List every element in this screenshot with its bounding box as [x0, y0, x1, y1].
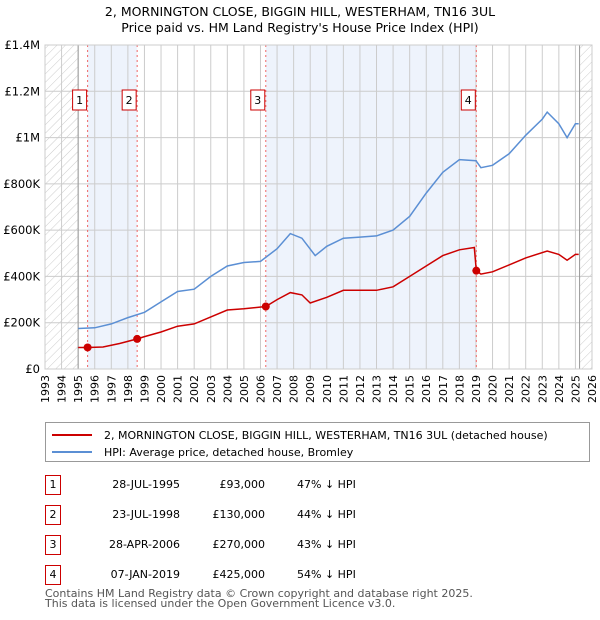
- y-tick-label: £0: [25, 362, 40, 376]
- plot-frame: [44, 44, 593, 370]
- sale-row: 4 07-JAN-2019 £425,000 54% ↓ HPI: [45, 565, 445, 585]
- sale-hpi-diff: 43% ↓ HPI: [297, 538, 356, 551]
- x-tick-label: 1993: [39, 375, 52, 403]
- footer-licence: This data is licensed under the Open Gov…: [45, 597, 396, 610]
- x-tick-label: 1994: [56, 375, 69, 403]
- hpi-series-line: [78, 110, 579, 330]
- sale-label: 4: [465, 94, 472, 107]
- legend-property: 2, MORNINGTON CLOSE, BIGGIN HILL, WESTER…: [104, 428, 548, 442]
- sale-number-badge: 1: [45, 475, 61, 495]
- x-tick-label: 2026: [586, 375, 599, 403]
- sale-date: 23-JUL-1998: [112, 508, 180, 521]
- x-tick-label: 1998: [122, 375, 135, 403]
- x-tick-label: 2014: [387, 375, 400, 403]
- x-tick-label: 2008: [288, 375, 301, 403]
- x-tick-label: 2012: [354, 375, 367, 403]
- x-tick-label: 1999: [138, 375, 151, 403]
- sale-hpi-diff: 44% ↓ HPI: [297, 508, 356, 521]
- price-chart: 1993 1994 1995 1996 1997 1998 1999 2000 2001 2002…: [3, 38, 599, 403]
- x-tick-label: 2005: [238, 375, 251, 403]
- x-tick-label: 2015: [404, 375, 417, 403]
- sale-price: £270,000: [212, 538, 266, 551]
- sale-row: 2 23-JUL-1998 £130,000 44% ↓ HPI: [45, 505, 445, 525]
- sale-date: 07-JAN-2019: [110, 568, 180, 581]
- y-tick-label: £1M: [15, 131, 40, 145]
- y-tick-label: £600K: [3, 223, 40, 237]
- x-tick-label: 2002: [188, 375, 201, 403]
- x-tick-label: 2010: [321, 375, 334, 403]
- sale-label-box: [72, 89, 88, 111]
- sale-label: 1: [76, 94, 83, 107]
- x-tick-label: 2006: [254, 375, 267, 403]
- x-tick-label: 2016: [420, 375, 433, 403]
- sale-label-box: [460, 89, 476, 111]
- x-tick-label: 2003: [205, 375, 218, 403]
- x-tick-label: 2025: [569, 375, 582, 403]
- y-tick-label: £1.4M: [4, 38, 40, 52]
- x-tick-label: 2000: [155, 375, 168, 403]
- sale-label-box: [250, 89, 266, 111]
- sale-date: 28-JUL-1995: [112, 478, 180, 491]
- sale-label: 3: [254, 94, 261, 107]
- sale-date: 28-APR-2006: [108, 538, 180, 551]
- x-tick-label: 2004: [221, 375, 234, 403]
- x-tick-label: 1996: [89, 375, 102, 403]
- x-tick-label: 2017: [437, 375, 450, 403]
- legend: 2, MORNINGTON CLOSE, BIGGIN HILL, WESTER…: [45, 422, 590, 462]
- sale-price: £93,000: [219, 478, 266, 491]
- x-tick-label: 2020: [487, 375, 500, 403]
- y-tick-label: £200K: [3, 316, 40, 330]
- sale-point: [83, 343, 92, 352]
- hpi-line-swatch: [52, 451, 92, 453]
- x-tick-label: 1995: [72, 375, 85, 403]
- x-tick-label: 1997: [105, 375, 118, 403]
- sale-label-box: [121, 89, 137, 111]
- sale-label: 2: [126, 94, 133, 107]
- no-data-hatch: [579, 45, 592, 369]
- sale-point: [472, 266, 481, 275]
- sale-hpi-diff: 47% ↓ HPI: [297, 478, 356, 491]
- ownership-band: [265, 45, 477, 369]
- x-tick-label: 2018: [453, 375, 466, 403]
- legend-hpi: HPI: Average price, detached house, Brom…: [104, 445, 354, 459]
- sale-row: 3 28-APR-2006 £270,000 43% ↓ HPI: [45, 535, 445, 555]
- sale-hpi-diff: 54% ↓ HPI: [297, 568, 356, 581]
- x-tick-label: 2013: [371, 375, 384, 403]
- sale-number-badge: 4: [45, 565, 61, 585]
- x-tick-label: 2001: [172, 375, 185, 403]
- footer-copyright: Contains HM Land Registry data © Crown c…: [45, 587, 473, 600]
- chart-title: 2, MORNINGTON CLOSE, BIGGIN HILL, WESTER…: [104, 4, 496, 19]
- property-line-swatch: [52, 434, 92, 436]
- x-tick-label: 2022: [520, 375, 533, 403]
- sale-row: 1 28-JUL-1995 £93,000 47% ↓ HPI: [45, 475, 445, 495]
- y-tick-label: £800K: [3, 177, 40, 191]
- sale-number-badge: 3: [45, 535, 61, 555]
- sale-point: [261, 302, 270, 311]
- x-tick-label: 2021: [503, 375, 516, 403]
- x-tick-label: 2011: [337, 375, 350, 403]
- footer: Contains HM Land Registry data © Crown c…: [45, 587, 473, 610]
- x-tick-label: 2009: [304, 375, 317, 403]
- x-tick-label: 2019: [470, 375, 483, 403]
- sale-price: £425,000: [212, 568, 266, 581]
- sale-number-badge: 2: [45, 505, 61, 525]
- y-tick-label: £400K: [3, 269, 40, 283]
- x-tick-label: 2024: [553, 375, 566, 403]
- sale-price: £130,000: [212, 508, 266, 521]
- sale-point: [133, 334, 142, 343]
- x-tick-label: 2023: [536, 375, 549, 403]
- chart-subtitle: Price paid vs. HM Land Registry's House …: [121, 20, 479, 35]
- x-tick-label: 2007: [271, 375, 284, 403]
- property-series-line: [78, 246, 579, 349]
- y-tick-label: £1.2M: [4, 84, 40, 98]
